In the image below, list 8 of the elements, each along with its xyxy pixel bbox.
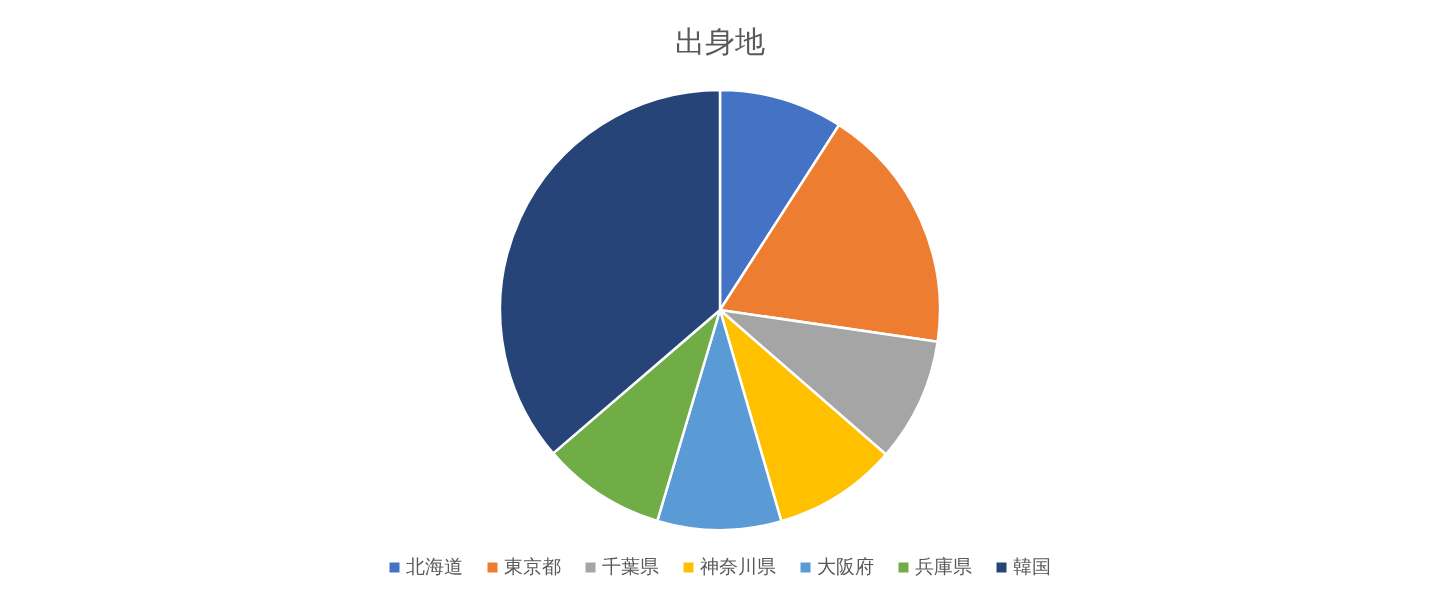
legend-label: 北海道 bbox=[406, 556, 463, 577]
legend-label: 東京都 bbox=[504, 556, 561, 577]
legend-label: 兵庫県 bbox=[915, 556, 972, 577]
chart-title: 出身地 bbox=[675, 25, 765, 58]
legend-label: 神奈川県 bbox=[700, 556, 776, 577]
legend-label: 韓国 bbox=[1013, 556, 1051, 577]
legend-label: 大阪府 bbox=[817, 556, 874, 577]
legend-label: 千葉県 bbox=[602, 556, 659, 577]
